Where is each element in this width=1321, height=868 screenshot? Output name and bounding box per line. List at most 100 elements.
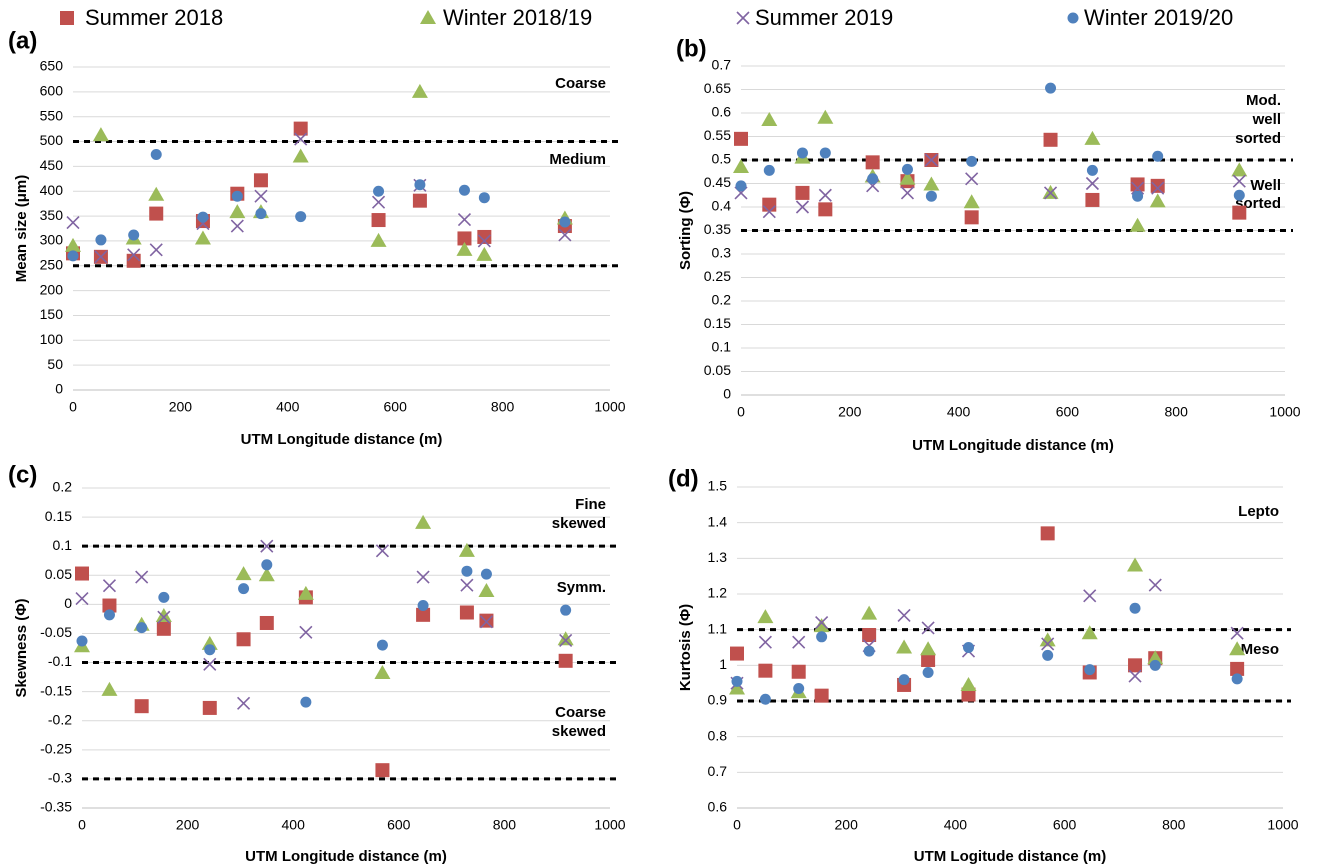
point [966,155,978,167]
point [375,763,390,778]
x-tick-label: 600 [387,817,411,833]
point [558,228,572,242]
point [731,675,743,687]
point [235,566,252,581]
y-axis-title: Skewness (Φ) [13,598,30,697]
point [293,121,308,136]
x-tick-label: 0 [78,817,86,833]
point [761,112,778,127]
point [236,632,251,647]
y-tick-label: 500 [40,132,64,148]
point [255,208,267,220]
point [229,204,246,219]
y-tick-label: 0.6 [712,104,732,120]
point [960,676,977,691]
point [559,216,571,228]
point [763,164,775,176]
y-tick-label: 0.15 [45,508,72,524]
annotation: Well [1250,177,1281,194]
point [203,657,217,671]
y-tick-label: 0.8 [708,727,728,743]
point [813,618,830,633]
point [150,148,162,160]
point [1230,626,1244,640]
point [374,665,391,680]
point [816,631,828,643]
point [158,591,170,603]
point [863,645,875,657]
y-axis-title: Mean size (μm) [13,175,30,283]
point [94,250,108,264]
point [1128,669,1142,683]
point [1084,664,1096,676]
point [75,566,89,581]
point [901,163,913,175]
y-tick-label: 1.5 [708,478,728,494]
y-tick-label: 0.25 [704,268,731,284]
y-axis-title: Sorting (Φ) [677,191,694,270]
x-tick-label: 1000 [594,399,625,415]
point [924,153,938,167]
y-tick-label: -0.35 [40,799,72,815]
point [1128,658,1143,673]
point [103,609,115,621]
point [128,229,140,241]
point [461,565,473,577]
annotation: well [1252,111,1281,128]
point [260,539,274,553]
point [734,131,748,146]
point [299,625,313,639]
point [458,184,470,196]
point [1043,186,1058,200]
point [370,232,387,247]
point [458,542,475,557]
point [925,190,937,202]
x-axis-title: UTM Logitude distance (m) [914,848,1107,865]
point [791,664,806,679]
y-tick-label: 250 [40,256,64,272]
point [135,570,149,584]
point [762,205,776,219]
x-tick-label: 800 [491,399,515,415]
y-tick-label: 0.6 [708,799,728,815]
point [66,215,80,230]
point [558,653,573,668]
y-tick-label: -0.2 [48,711,72,727]
annotation: sorted [1235,195,1281,212]
point [416,607,431,622]
x-tick-label: 800 [493,817,517,833]
point [1127,557,1144,572]
point [961,687,976,702]
annotation: skewed [552,515,606,532]
point [1149,659,1161,671]
point [759,693,771,705]
point [1151,181,1165,195]
point [415,514,432,529]
point [862,628,877,643]
y-tick-label: -0.05 [40,624,72,640]
point [819,147,831,159]
y-tick-label: -0.3 [48,770,72,786]
point [818,188,832,202]
y-tick-label: -0.1 [48,653,72,669]
point [149,206,164,221]
point [149,243,163,257]
point [730,646,744,661]
point [1043,132,1058,147]
point [204,644,216,656]
x-tick-label: 0 [737,404,745,420]
point [896,639,913,654]
y-tick-label: 0.15 [704,315,731,331]
y-tick-label: 1.3 [708,549,728,565]
point [814,688,829,703]
annotation: Lepto [1238,503,1279,520]
point [230,219,244,233]
point [371,213,386,228]
y-tick-label: 0.55 [704,127,731,143]
point [1040,526,1055,541]
x-tick-label: 400 [282,817,306,833]
y-tick-label: 1.4 [708,513,728,529]
point [1085,176,1099,191]
x-axis-title: UTM Longitude distance (m) [245,848,447,865]
point [920,641,937,656]
